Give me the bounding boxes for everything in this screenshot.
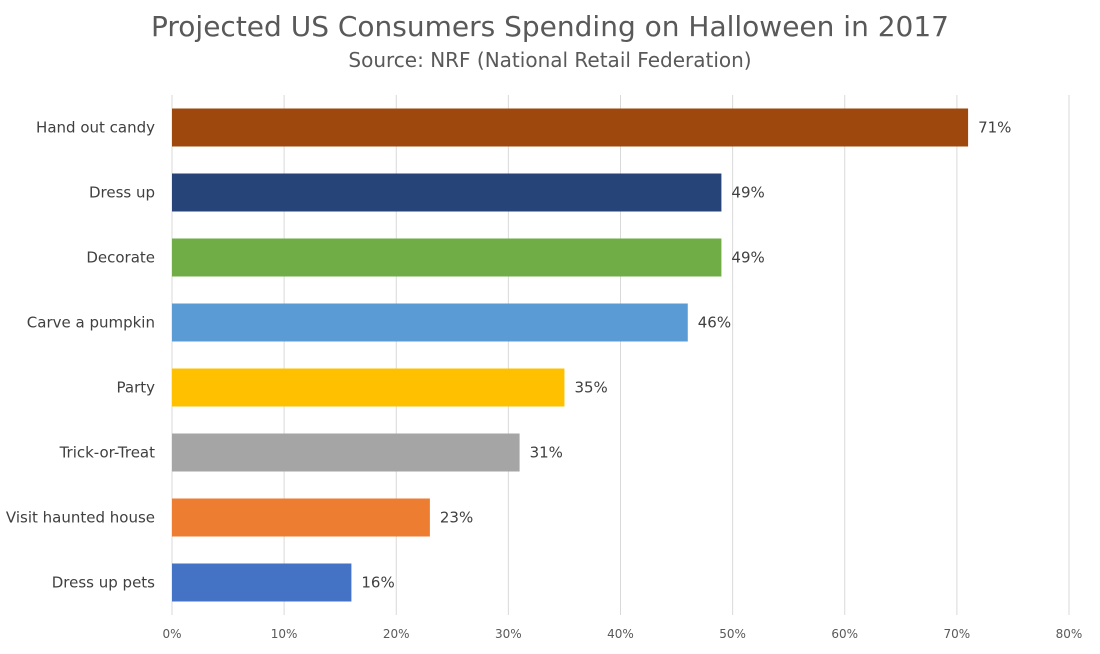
data-label: 46% <box>698 314 731 332</box>
data-label: 35% <box>574 379 607 397</box>
data-label: 71% <box>978 119 1011 137</box>
x-tick-label: 40% <box>607 627 634 641</box>
data-label: 31% <box>530 444 563 462</box>
bar-party <box>172 368 565 407</box>
x-tick-label: 80% <box>1056 627 1083 641</box>
bar-dress-up-pets <box>172 563 352 602</box>
bar-decorate <box>172 238 722 277</box>
data-label: 16% <box>361 574 394 592</box>
bar-hand-out-candy <box>172 108 969 147</box>
category-label: Hand out candy <box>36 119 155 137</box>
x-tick-label: 0% <box>162 627 181 641</box>
bar-dress-up <box>172 173 722 212</box>
x-tick-label: 50% <box>719 627 746 641</box>
chart-subtitle: Source: NRF (National Retail Federation) <box>348 48 752 72</box>
chart-title: Projected US Consumers Spending on Hallo… <box>151 10 949 43</box>
data-label: 49% <box>731 249 764 267</box>
data-label: 23% <box>440 509 473 527</box>
category-label: Dress up pets <box>52 574 155 592</box>
x-tick-label: 20% <box>383 627 410 641</box>
data-label: 49% <box>731 184 764 202</box>
x-tick-label: 60% <box>831 627 858 641</box>
category-label: Carve a pumpkin <box>27 314 155 332</box>
x-tick-label: 10% <box>271 627 298 641</box>
category-label: Dress up <box>89 184 155 202</box>
x-tick-label: 30% <box>495 627 522 641</box>
category-label: Party <box>117 379 156 397</box>
bar-visit-haunted-house <box>172 498 430 537</box>
bar-carve-a-pumpkin <box>172 303 688 342</box>
category-label: Decorate <box>86 249 155 267</box>
category-label: Trick-or-Treat <box>59 444 156 462</box>
category-label: Visit haunted house <box>6 509 155 527</box>
x-tick-label: 70% <box>944 627 971 641</box>
bar-trick-or-treat <box>172 433 520 472</box>
